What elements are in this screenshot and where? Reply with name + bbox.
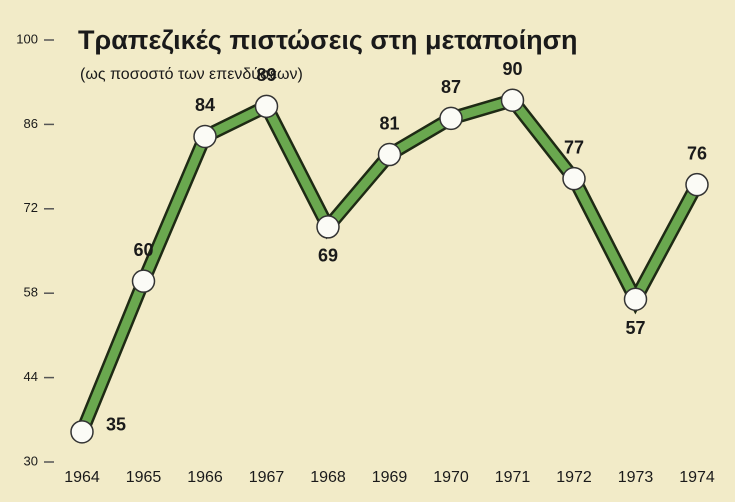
point: [377, 142, 402, 167]
y-tick-label: 58: [24, 285, 38, 300]
point: [500, 88, 525, 113]
value-label: 81: [379, 113, 399, 133]
point: [316, 215, 340, 239]
x-tick-label: 1971: [495, 469, 531, 486]
x-tick-label: 1973: [618, 469, 654, 486]
value-label: 60: [133, 240, 153, 260]
x-tick-label: 1965: [126, 469, 162, 486]
point: [131, 269, 156, 293]
x-tick-label: 1972: [556, 469, 592, 486]
x-tick-label: 1966: [187, 469, 223, 486]
y-tick-label: 86: [24, 116, 38, 131]
value-label: 69: [318, 246, 338, 266]
value-label: 87: [441, 77, 461, 97]
value-label: 57: [625, 318, 645, 338]
value-label: 77: [564, 137, 584, 157]
value-label: 90: [502, 59, 522, 79]
value-label: 84: [195, 95, 215, 115]
chart-title: Τραπεζικές πιστώσεις στη μεταποίηση: [78, 25, 578, 55]
point: [439, 106, 463, 131]
value-label: 35: [106, 415, 126, 435]
y-tick-label: 44: [24, 369, 38, 384]
point: [70, 420, 94, 444]
x-tick-label: 1967: [249, 469, 285, 486]
point: [562, 166, 586, 191]
x-tick-label: 1969: [372, 469, 408, 486]
x-tick-label: 1964: [64, 469, 100, 486]
point: [623, 287, 648, 311]
point: [193, 124, 217, 149]
y-tick-label: 72: [24, 200, 38, 215]
x-tick-label: 1974: [679, 469, 715, 486]
y-tick-label: 30: [24, 453, 38, 468]
y-tick-label: 100: [16, 31, 38, 46]
value-label: 76: [687, 143, 707, 163]
point: [685, 172, 709, 197]
chart-subtitle: (ως ποσοστό των επενδύσεων): [80, 66, 303, 83]
point: [254, 94, 279, 119]
value-label: 89: [256, 65, 276, 85]
x-tick-label: 1970: [433, 469, 469, 486]
x-tick-label: 1968: [310, 469, 346, 486]
